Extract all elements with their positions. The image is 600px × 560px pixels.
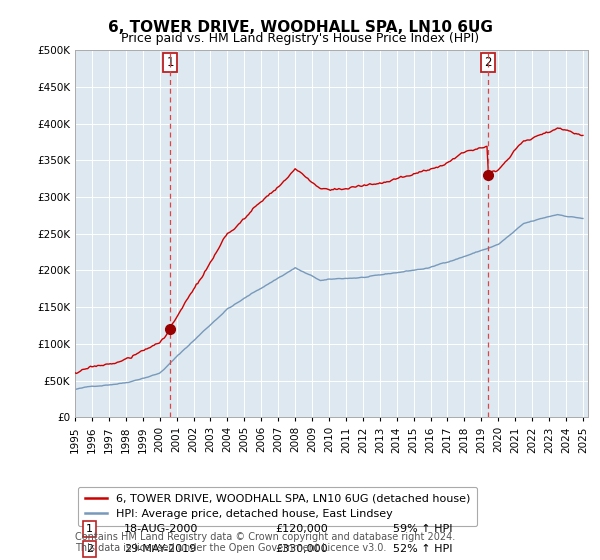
Text: £120,000: £120,000 [275, 524, 328, 534]
Text: 29-MAY-2019: 29-MAY-2019 [124, 544, 196, 554]
Text: 1: 1 [166, 56, 174, 69]
Text: £330,000: £330,000 [275, 544, 328, 554]
Text: 18-AUG-2000: 18-AUG-2000 [124, 524, 198, 534]
Text: 2: 2 [86, 544, 93, 554]
Text: Contains HM Land Registry data © Crown copyright and database right 2024.
This d: Contains HM Land Registry data © Crown c… [75, 531, 455, 553]
Text: 2: 2 [485, 56, 492, 69]
Text: 59% ↑ HPI: 59% ↑ HPI [393, 524, 452, 534]
Text: 1: 1 [86, 524, 93, 534]
Text: 6, TOWER DRIVE, WOODHALL SPA, LN10 6UG: 6, TOWER DRIVE, WOODHALL SPA, LN10 6UG [107, 20, 493, 35]
Text: Price paid vs. HM Land Registry's House Price Index (HPI): Price paid vs. HM Land Registry's House … [121, 32, 479, 45]
Legend: 6, TOWER DRIVE, WOODHALL SPA, LN10 6UG (detached house), HPI: Average price, det: 6, TOWER DRIVE, WOODHALL SPA, LN10 6UG (… [78, 487, 477, 526]
Text: 52% ↑ HPI: 52% ↑ HPI [393, 544, 452, 554]
